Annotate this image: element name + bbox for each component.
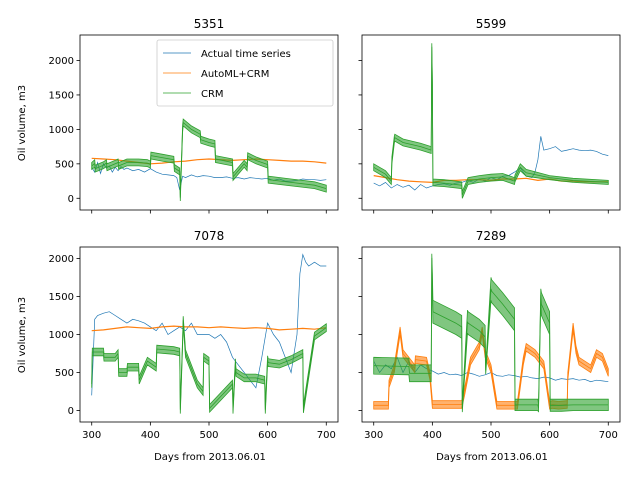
legend-label: CRM bbox=[201, 89, 224, 100]
series-line-crm bbox=[91, 121, 327, 198]
series-band-crm bbox=[91, 118, 327, 202]
series-line-crm bbox=[373, 257, 609, 409]
y-tick-label: 500 bbox=[55, 159, 74, 170]
x-tick-label: 300 bbox=[82, 430, 101, 441]
panel-title: 5351 bbox=[194, 17, 225, 31]
x-axis-title-left: Days from 2013.06.01 bbox=[154, 452, 266, 463]
plot-area bbox=[91, 253, 327, 414]
x-tick-label: 700 bbox=[317, 430, 336, 441]
x-axis-title-right: Days from 2013.06.01 bbox=[436, 452, 548, 463]
x-tick-label: 500 bbox=[481, 430, 500, 441]
x-tick-label: 700 bbox=[599, 430, 618, 441]
y-tick-label: 1000 bbox=[49, 330, 74, 341]
series-line-crm bbox=[91, 319, 327, 410]
y-tick-label: 500 bbox=[55, 368, 74, 379]
series-line-actual-time-series bbox=[91, 253, 327, 396]
x-tick-label: 500 bbox=[199, 430, 218, 441]
x-tick-label: 400 bbox=[141, 430, 160, 441]
y-tick-label: 1500 bbox=[49, 292, 74, 303]
panel-title: 5599 bbox=[476, 17, 507, 31]
panel-5351: 5351 0 500 1000 1500 2000 bbox=[49, 17, 339, 214]
panel-title: 7078 bbox=[194, 229, 225, 243]
y-tick-label: 2000 bbox=[49, 56, 74, 67]
series-band-automl-crm bbox=[373, 323, 609, 410]
panel-7289: 7289 300 400 500 600 700 bbox=[358, 229, 621, 441]
panels-layer: 5351 0 500 1000 1500 2000 5599 7078 0 500 1000 1500… bbox=[49, 17, 621, 441]
x-tick-label: 600 bbox=[540, 430, 559, 441]
plot-area bbox=[91, 118, 327, 202]
y-axis-title-top: Oil volume, m3 bbox=[17, 85, 28, 161]
y-tick-label: 0 bbox=[68, 406, 74, 417]
legend-label: AutoML+CRM bbox=[201, 69, 269, 80]
y-tick-label: 1500 bbox=[49, 90, 74, 101]
y-tick-label: 0 bbox=[68, 194, 74, 205]
y-axis-title-bottom: Oil volume, m3 bbox=[17, 297, 28, 373]
x-tick-label: 600 bbox=[258, 430, 277, 441]
plot-area bbox=[373, 43, 609, 199]
legend-label: Actual time series bbox=[201, 49, 291, 60]
legend: Actual time series AutoML+CRM CRM bbox=[156, 39, 334, 107]
y-tick-label: 1000 bbox=[49, 125, 74, 136]
y-tick-label: 2000 bbox=[49, 254, 74, 265]
x-tick-label: 300 bbox=[364, 430, 383, 441]
panel-title: 7289 bbox=[476, 229, 507, 243]
panel-7078: 7078 0 500 1000 1500 2000 300 400 500 600 700 bbox=[49, 229, 339, 441]
legend-box bbox=[156, 39, 334, 107]
plot-area bbox=[373, 253, 609, 413]
series-line-automl-crm bbox=[91, 325, 327, 332]
series-line-crm bbox=[373, 46, 609, 195]
panel-5599: 5599 bbox=[358, 17, 621, 214]
x-tick-label: 400 bbox=[423, 430, 442, 441]
